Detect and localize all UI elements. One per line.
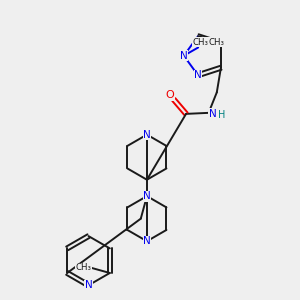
Text: N: N: [194, 70, 202, 80]
Text: H: H: [218, 110, 226, 120]
Text: N: N: [143, 236, 151, 246]
Text: N: N: [180, 51, 188, 61]
Text: CH₃: CH₃: [208, 38, 224, 47]
Text: N: N: [209, 109, 217, 119]
Text: CH₃: CH₃: [192, 38, 208, 47]
Text: N: N: [143, 191, 151, 201]
Text: N: N: [143, 130, 151, 140]
Text: CH₃: CH₃: [75, 263, 91, 272]
Text: O: O: [165, 90, 174, 100]
Text: N: N: [85, 280, 92, 290]
